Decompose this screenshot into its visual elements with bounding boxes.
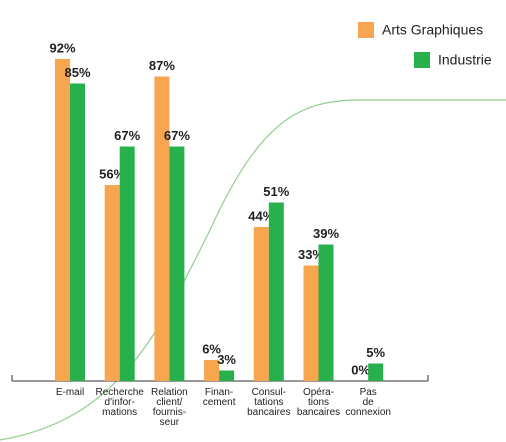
x-tick-label: Consul- tations bancaires: [247, 387, 291, 418]
value-label: 3%: [217, 352, 236, 367]
bar: [154, 76, 170, 381]
x-tick-label: Opéra- tions bancaires: [296, 387, 341, 418]
value-label: 92%: [49, 40, 75, 55]
x-tick-label: Recherche d'infor- mations: [95, 387, 144, 418]
legend-label: Industrie: [438, 52, 492, 68]
bar: [204, 360, 220, 381]
bar: [303, 265, 319, 381]
x-tick-label: Pas de connexion: [345, 387, 391, 418]
bar: [268, 202, 284, 381]
x-tick-label: E-mail: [55, 387, 85, 398]
legend-swatch: [414, 52, 430, 68]
bar: [219, 370, 235, 381]
bar: [70, 83, 85, 381]
value-label: 0%: [351, 362, 370, 377]
bar: [55, 59, 70, 381]
value-label: 5%: [366, 345, 385, 360]
value-label: 67%: [114, 128, 140, 143]
decorative-curve: [0, 99, 506, 441]
value-label: 39%: [313, 226, 339, 241]
value-label: 33%: [298, 247, 324, 262]
value-label: 6%: [202, 341, 221, 356]
x-tick-label: Finan- cement: [202, 387, 236, 408]
value-label: 44%: [248, 208, 274, 223]
bar: [368, 363, 384, 381]
value-label: 51%: [263, 184, 289, 199]
legend-swatch: [358, 22, 374, 38]
value-label: 87%: [149, 58, 175, 73]
value-label: 85%: [64, 65, 90, 80]
bar: [318, 244, 334, 381]
value-label: 56%: [99, 166, 125, 181]
x-tick-label: Relation client/ fournis- seur: [151, 387, 188, 428]
bar: [253, 227, 269, 381]
legend-label: Arts Graphiques: [382, 22, 483, 38]
value-label: 67%: [164, 128, 190, 143]
bar: [169, 146, 185, 381]
bar: [119, 146, 135, 381]
bar: [104, 185, 120, 381]
